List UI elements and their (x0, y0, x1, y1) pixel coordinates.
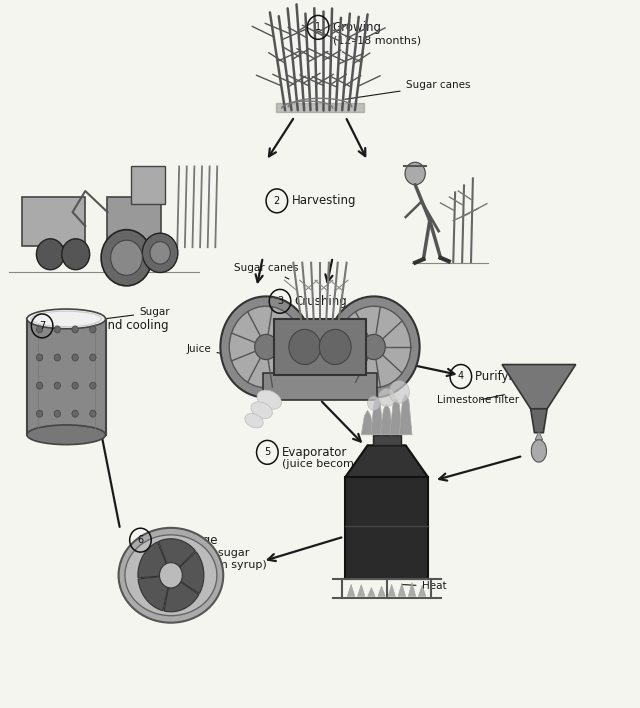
Polygon shape (399, 394, 412, 435)
Circle shape (54, 326, 61, 333)
Polygon shape (378, 586, 385, 596)
Circle shape (36, 382, 43, 389)
Polygon shape (159, 539, 195, 567)
Polygon shape (367, 588, 375, 596)
Circle shape (337, 307, 411, 388)
Text: (separates sugar: (separates sugar (155, 548, 250, 558)
Polygon shape (388, 584, 396, 596)
Polygon shape (502, 365, 576, 409)
Circle shape (378, 389, 395, 406)
Circle shape (405, 162, 426, 185)
Circle shape (111, 240, 142, 275)
Circle shape (72, 382, 78, 389)
Polygon shape (138, 576, 168, 611)
Circle shape (101, 229, 152, 286)
Polygon shape (390, 399, 403, 435)
Circle shape (362, 334, 385, 360)
Circle shape (289, 329, 321, 365)
Circle shape (367, 396, 380, 410)
Polygon shape (138, 542, 166, 578)
Circle shape (90, 326, 96, 333)
Polygon shape (357, 584, 365, 596)
Circle shape (255, 334, 278, 360)
Text: Sugar: Sugar (107, 307, 170, 319)
FancyBboxPatch shape (263, 373, 377, 399)
Circle shape (54, 354, 61, 361)
Text: Juice: Juice (187, 344, 232, 355)
FancyBboxPatch shape (108, 197, 161, 247)
Text: Evaporator: Evaporator (282, 446, 348, 459)
Polygon shape (180, 552, 204, 593)
Ellipse shape (31, 311, 101, 326)
Circle shape (36, 326, 43, 333)
Circle shape (54, 410, 61, 417)
Text: 7: 7 (39, 321, 45, 331)
Circle shape (36, 410, 43, 417)
Circle shape (90, 410, 96, 417)
Ellipse shape (257, 390, 282, 409)
Text: (12–18 months): (12–18 months) (333, 35, 421, 45)
Text: Drying and cooling: Drying and cooling (57, 319, 168, 332)
Text: 4: 4 (458, 372, 464, 382)
Circle shape (389, 381, 410, 403)
Text: Heat: Heat (402, 581, 446, 591)
Polygon shape (380, 404, 393, 435)
Text: Centrifuge: Centrifuge (155, 534, 218, 547)
Ellipse shape (251, 402, 273, 418)
Text: Harvesting: Harvesting (291, 195, 356, 207)
Circle shape (90, 354, 96, 361)
Polygon shape (371, 398, 383, 435)
Text: 2: 2 (274, 196, 280, 206)
Circle shape (62, 239, 90, 270)
Ellipse shape (27, 425, 106, 445)
Polygon shape (531, 409, 547, 433)
Polygon shape (408, 582, 416, 596)
Text: 3: 3 (277, 297, 283, 307)
Text: Purifying juice: Purifying juice (476, 370, 559, 383)
Text: 1: 1 (315, 23, 321, 33)
Text: Limestone filter: Limestone filter (437, 394, 520, 405)
Ellipse shape (125, 535, 217, 616)
Circle shape (319, 329, 351, 365)
Text: Sugar canes: Sugar canes (345, 81, 470, 99)
Polygon shape (419, 586, 426, 596)
FancyBboxPatch shape (131, 166, 165, 204)
Circle shape (72, 326, 78, 333)
Circle shape (54, 382, 61, 389)
Circle shape (72, 354, 78, 361)
Polygon shape (361, 410, 374, 435)
Circle shape (150, 241, 170, 264)
FancyBboxPatch shape (22, 197, 85, 246)
FancyBboxPatch shape (27, 319, 106, 435)
Polygon shape (398, 583, 406, 596)
Circle shape (328, 297, 420, 398)
Polygon shape (535, 431, 543, 440)
FancyBboxPatch shape (275, 319, 365, 375)
Polygon shape (348, 584, 355, 596)
Ellipse shape (245, 413, 263, 428)
FancyBboxPatch shape (346, 477, 428, 578)
Text: Growing: Growing (333, 21, 381, 34)
Circle shape (90, 382, 96, 389)
Circle shape (229, 307, 303, 388)
Ellipse shape (27, 309, 106, 329)
Polygon shape (531, 440, 547, 462)
Text: 5: 5 (264, 447, 271, 457)
Text: 6: 6 (138, 535, 143, 545)
Ellipse shape (118, 528, 223, 622)
Polygon shape (164, 582, 199, 612)
FancyBboxPatch shape (372, 435, 401, 445)
Circle shape (220, 297, 312, 398)
Circle shape (36, 239, 64, 270)
Text: Crushing: Crushing (294, 295, 348, 308)
Text: Sugar canes: Sugar canes (234, 263, 299, 279)
Text: (juice becomes syrup): (juice becomes syrup) (282, 459, 405, 469)
Polygon shape (346, 445, 428, 477)
Circle shape (36, 354, 43, 361)
Circle shape (72, 410, 78, 417)
Text: crystals from syrup): crystals from syrup) (155, 560, 267, 570)
Circle shape (142, 233, 178, 273)
